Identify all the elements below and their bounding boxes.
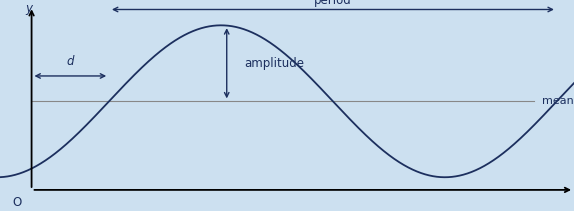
Text: amplitude: amplitude [244,57,304,70]
Text: period: period [314,0,352,7]
Text: d: d [67,54,74,68]
Text: mean value: mean value [542,96,574,106]
Text: O: O [13,196,22,209]
Text: y: y [25,2,32,15]
